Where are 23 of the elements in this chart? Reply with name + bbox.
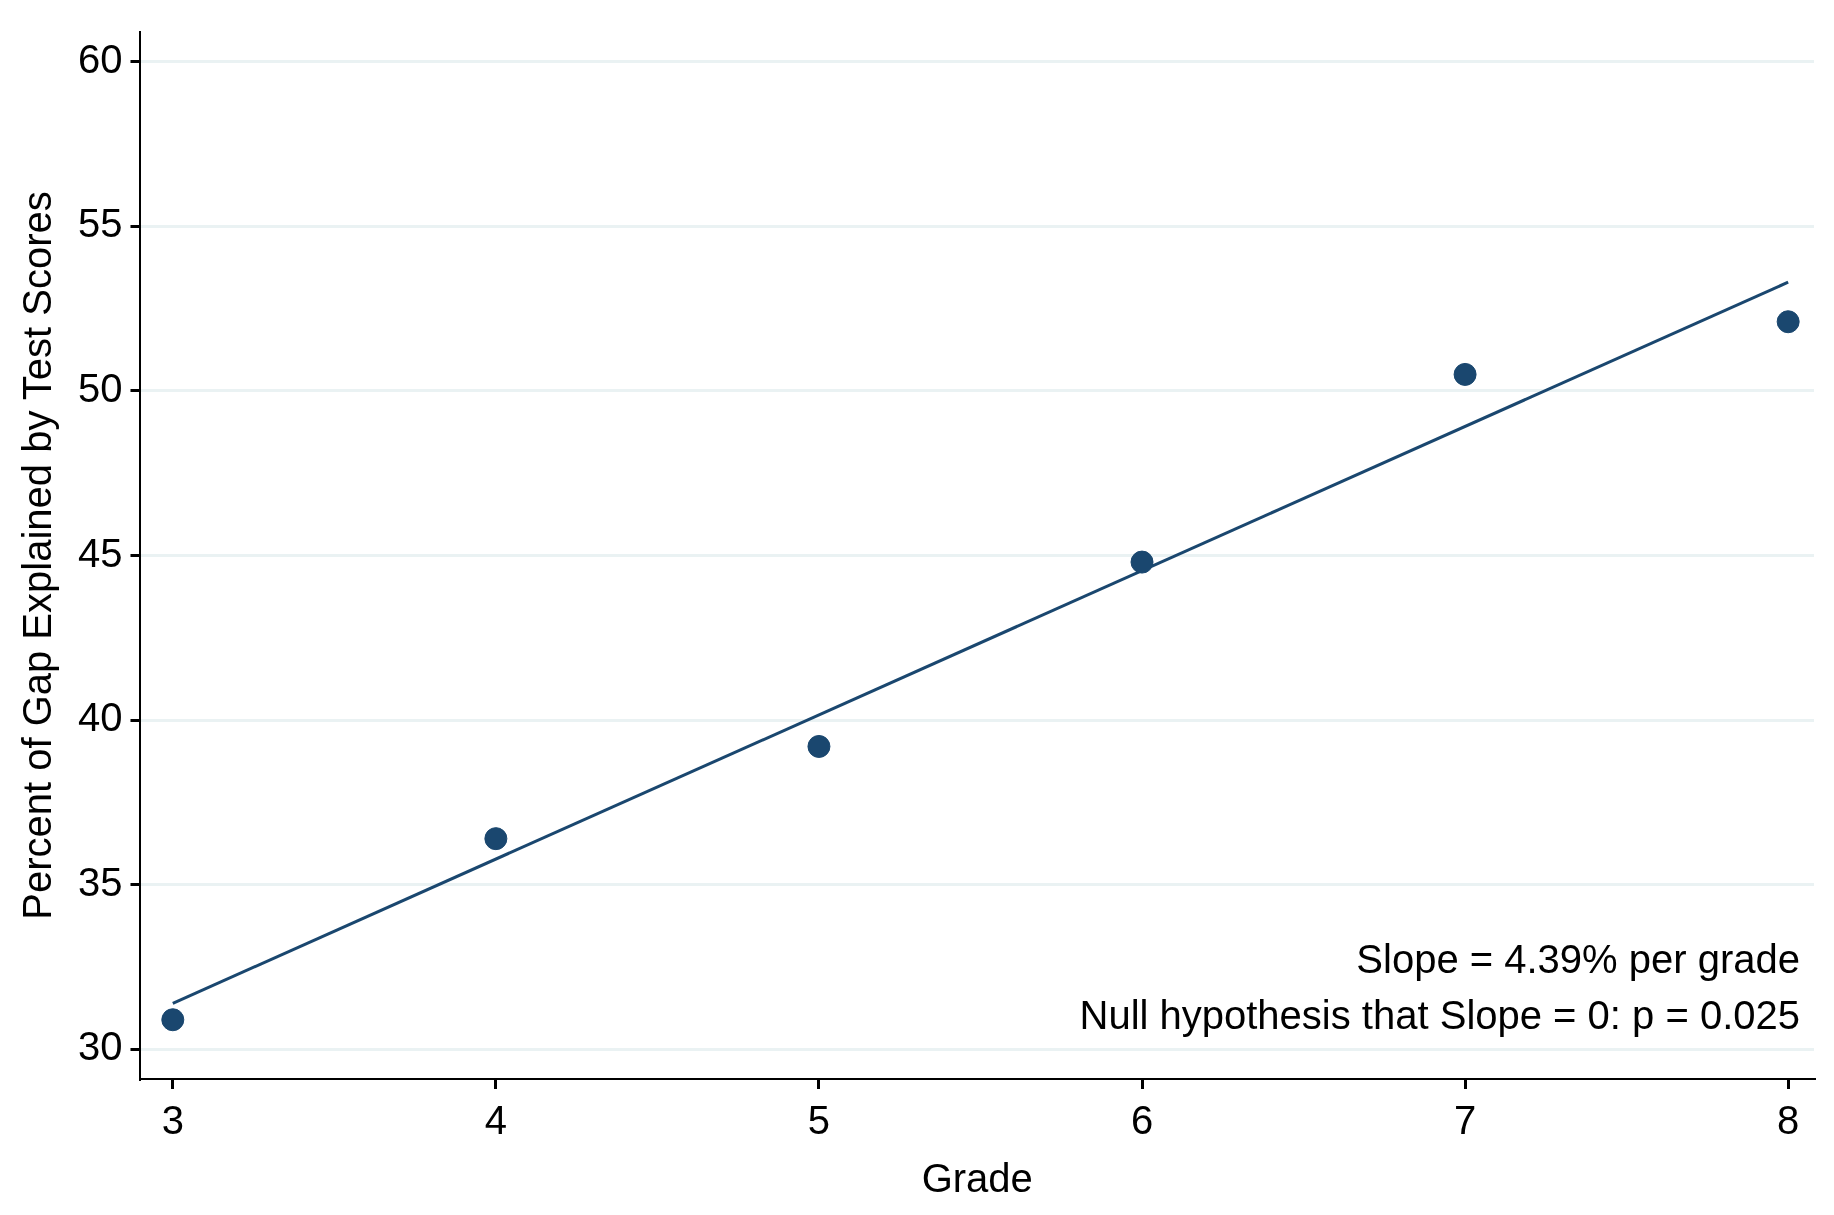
y-axis-title: Percent of Gap Explained by Test Scores xyxy=(15,191,60,920)
x-tick-label: 4 xyxy=(484,1098,507,1143)
x-tick-label: 5 xyxy=(807,1098,831,1143)
y-tick-label: 40 xyxy=(77,695,123,740)
point xyxy=(1776,310,1800,334)
x-tick-label: 3 xyxy=(161,1098,184,1143)
point xyxy=(484,827,508,851)
y-tick-label: 55 xyxy=(77,201,123,246)
x-axis-title: Grade xyxy=(921,1156,1033,1201)
point xyxy=(1453,362,1477,386)
y-tick-label: 60 xyxy=(77,36,123,81)
annotation: Slope = 4.39% per grade xyxy=(1356,937,1800,981)
y-tick-label: 30 xyxy=(77,1024,123,1069)
point xyxy=(1130,550,1154,574)
y-tick-label: 50 xyxy=(77,365,123,410)
y-tick-label: 45 xyxy=(77,530,123,575)
x-tick-label: 7 xyxy=(1453,1098,1477,1143)
x-tick-label: 6 xyxy=(1130,1098,1154,1143)
y-tick-label: 35 xyxy=(77,859,123,904)
point xyxy=(161,1008,185,1032)
annotation: Null hypothesis that Slope = 0: p = 0.025 xyxy=(1079,993,1800,1037)
point xyxy=(807,734,831,758)
x-tick-label: 8 xyxy=(1777,1098,1800,1143)
